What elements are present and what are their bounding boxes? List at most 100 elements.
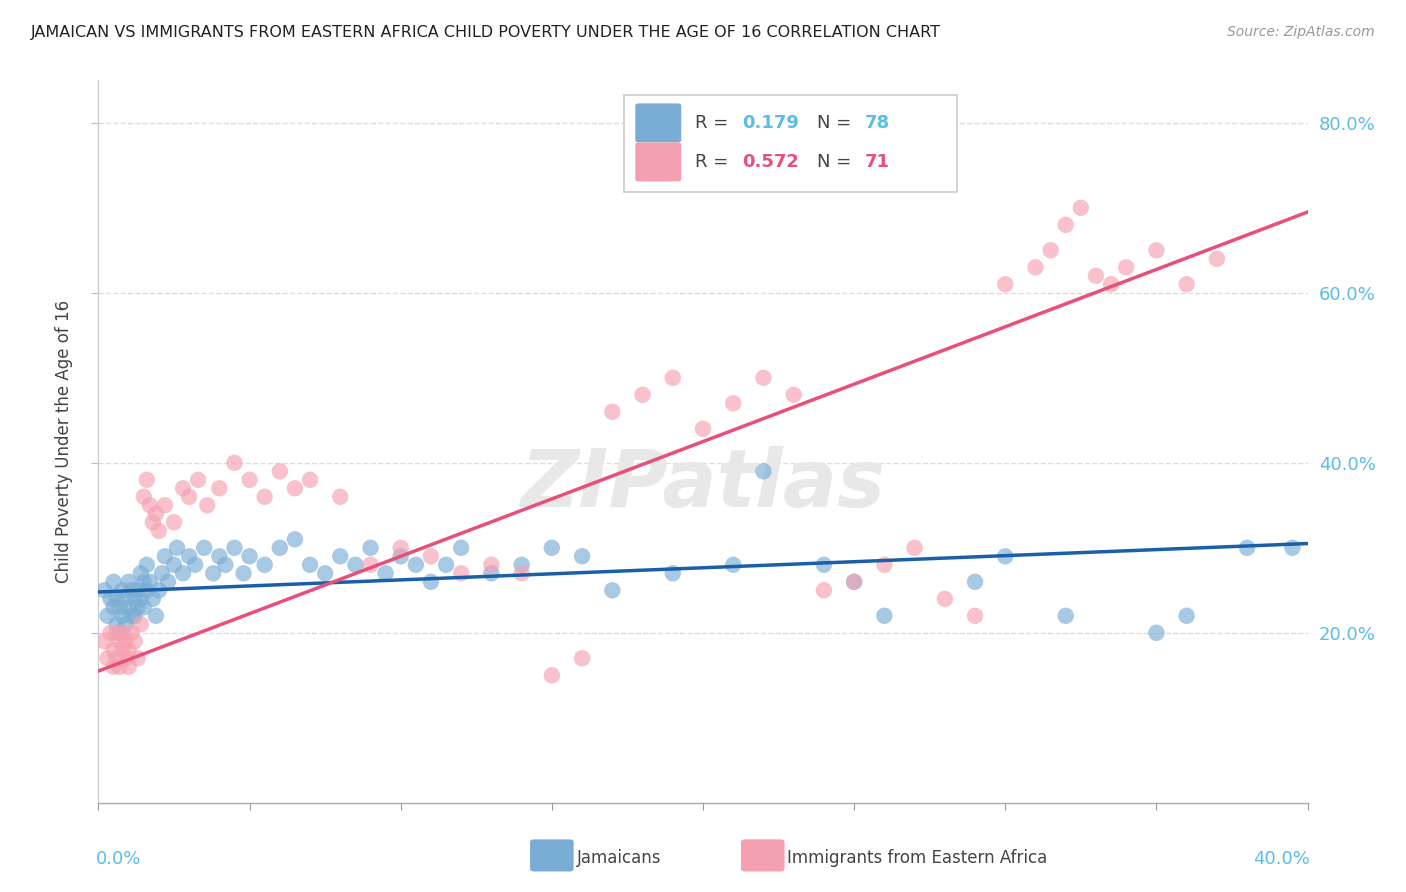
Point — [179, 549, 201, 564]
Point — [1054, 218, 1077, 232]
Point — [121, 625, 143, 640]
Point — [329, 490, 352, 504]
Point — [195, 498, 218, 512]
Point — [100, 591, 122, 606]
Point — [253, 490, 276, 504]
Point — [420, 549, 443, 564]
Point — [239, 473, 262, 487]
Point — [118, 642, 141, 657]
Text: R =: R = — [695, 114, 734, 132]
Point — [156, 574, 179, 589]
Point — [172, 566, 194, 581]
Point — [124, 591, 146, 606]
Point — [374, 566, 396, 581]
Point — [269, 464, 291, 478]
Point — [108, 600, 131, 615]
Point — [139, 498, 162, 512]
Point — [299, 473, 322, 487]
Point — [1144, 244, 1167, 258]
Point — [118, 600, 141, 615]
Point — [108, 634, 131, 648]
Point — [121, 583, 143, 598]
Point — [108, 660, 131, 674]
Text: Immigrants from Eastern Africa: Immigrants from Eastern Africa — [787, 849, 1047, 867]
Point — [166, 541, 188, 555]
Point — [571, 651, 593, 665]
Point — [139, 574, 162, 589]
Point — [105, 591, 128, 606]
Point — [873, 558, 896, 572]
Point — [135, 558, 157, 572]
Text: JAMAICAN VS IMMIGRANTS FROM EASTERN AFRICA CHILD POVERTY UNDER THE AGE OF 16 COR: JAMAICAN VS IMMIGRANTS FROM EASTERN AFRI… — [31, 25, 941, 40]
Text: 0.572: 0.572 — [742, 153, 799, 171]
Point — [1144, 625, 1167, 640]
Point — [631, 388, 654, 402]
Point — [208, 549, 231, 564]
Point — [602, 405, 624, 419]
Point — [481, 558, 503, 572]
Point — [450, 566, 472, 581]
Point — [135, 473, 157, 487]
Point — [1175, 277, 1198, 292]
Point — [118, 660, 141, 674]
Point — [135, 583, 157, 598]
Point — [103, 600, 125, 615]
Point — [124, 634, 146, 648]
Point — [111, 583, 134, 598]
Point — [389, 541, 412, 555]
Text: R =: R = — [695, 153, 734, 171]
Point — [873, 608, 896, 623]
Point — [124, 608, 146, 623]
Point — [844, 574, 866, 589]
Point — [1039, 244, 1062, 258]
Point — [145, 507, 167, 521]
Point — [224, 456, 246, 470]
Point — [96, 651, 118, 665]
Point — [783, 388, 806, 402]
Point — [510, 558, 533, 572]
Point — [965, 574, 987, 589]
Point — [145, 608, 167, 623]
Point — [450, 541, 472, 555]
Point — [571, 549, 593, 564]
Point — [284, 481, 307, 495]
Point — [114, 591, 136, 606]
Point — [1085, 268, 1108, 283]
Text: 71: 71 — [865, 153, 890, 171]
Point — [540, 668, 562, 682]
Point — [132, 600, 155, 615]
Point — [1281, 541, 1303, 555]
Point — [434, 558, 457, 572]
Point — [253, 558, 276, 572]
Point — [132, 574, 155, 589]
Point — [994, 277, 1017, 292]
Point — [994, 549, 1017, 564]
Point — [752, 464, 775, 478]
Point — [661, 371, 683, 385]
Point — [118, 574, 141, 589]
Point — [132, 490, 155, 504]
Point — [904, 541, 927, 555]
Point — [103, 574, 125, 589]
Text: Jamaicans: Jamaicans — [576, 849, 661, 867]
Point — [103, 642, 125, 657]
Point — [965, 608, 987, 623]
Point — [540, 541, 562, 555]
Point — [172, 481, 194, 495]
Point — [723, 396, 745, 410]
Text: 0.179: 0.179 — [742, 114, 799, 132]
Y-axis label: Child Poverty Under the Age of 16: Child Poverty Under the Age of 16 — [55, 300, 73, 583]
Point — [329, 549, 352, 564]
Point — [602, 583, 624, 598]
Point — [148, 583, 170, 598]
Text: 40.0%: 40.0% — [1253, 850, 1310, 868]
Point — [692, 422, 714, 436]
Text: 78: 78 — [865, 114, 890, 132]
Point — [114, 634, 136, 648]
Point — [1054, 608, 1077, 623]
Point — [105, 651, 128, 665]
Point — [934, 591, 956, 606]
Point — [93, 583, 115, 598]
Point — [163, 558, 186, 572]
Point — [103, 660, 125, 674]
